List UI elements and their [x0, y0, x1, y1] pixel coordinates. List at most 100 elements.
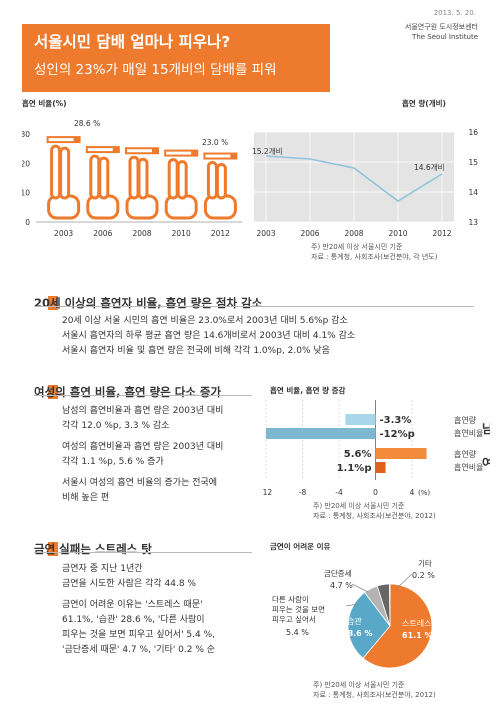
title-banner: 서울시민 담배 얼마나 피우나? 성인의 23%가 매일 15개비의 담배를 피…: [22, 24, 330, 92]
cat-female-amount: 흡연량: [454, 449, 477, 459]
chart3-x-tick: -12: [262, 488, 272, 497]
chart2-label-first: 15.2개비: [252, 146, 283, 156]
leader-line-withdraw: [351, 583, 369, 593]
pie-label-habit: 습관: [347, 616, 362, 626]
chart2-x-label: 2010: [388, 229, 407, 238]
chart1-y-tick: 0: [25, 218, 30, 227]
chart1-bar: [203, 152, 238, 220]
section1-line: 20세 이상 서울 시민의 흡연 비율은 23.0%로서 2003년 대비 5.…: [62, 316, 348, 326]
change-chart: -3.3% -12%p 5.6% 1.1%p -12 -8 -4 0 4 흡연량 흡연비율 흡…: [262, 400, 490, 497]
chart3-x-tick: 4: [410, 488, 415, 497]
chart1-label-last: 23.0 %: [202, 138, 228, 147]
note-source: 자료 : 통계청, 사회조사(보건분야, 2012): [313, 691, 436, 699]
chart3-bar: [345, 414, 376, 425]
chart2-x-label: 2008: [344, 229, 363, 238]
note-criteria: 주) 만20세 이상 서울시민 기준: [313, 681, 405, 689]
group-male: 남: [482, 421, 490, 436]
chart2-label-last: 14.6개비: [414, 162, 445, 172]
chart1-y-tick: 20: [22, 159, 30, 168]
chart4-slice: [389, 583, 391, 627]
pie-label-others-1: 다른 사람이: [272, 594, 309, 604]
chart1-x-label: 2003: [54, 229, 73, 238]
section2-body: 남성의 흡연비율과 흡연 량은 2003년 대비 각각 12.0 %p, 3.3…: [62, 404, 223, 506]
chart1-title: 흡연 비율(%): [22, 99, 67, 108]
note-source: 자료 : 통계청, 사회조사(보건분야, 각 년도): [311, 253, 438, 261]
section3-line: 금연이 어려운 이유는 '스트레스 때문': [62, 600, 203, 610]
chart1-bar: [164, 149, 199, 220]
section2-line: 각각 12.0 %p, 3.3 % 감소: [62, 421, 170, 431]
institute-logo: 서울연구원 도시정보센터 The Seoul Institute: [405, 22, 478, 42]
section3-line: 61.1%, '습관' 28.6 %, '다른 사람이: [62, 615, 205, 625]
chart3-value-label: -12%p: [380, 429, 415, 440]
section2-line: 남성의 흡연비율과 흡연 량은 2003년 대비: [62, 406, 224, 416]
chart4-title: 금연이 어려운 이유: [270, 542, 331, 551]
pie-label-others-3: 피우고 싶어서: [272, 614, 316, 624]
chart2-line: [265, 155, 443, 202]
section3-line: 금연을 시도한 사람은 각각 44.8 %: [62, 579, 196, 589]
section3-divider: [34, 552, 252, 553]
chart3-value-label: -3.3%: [380, 415, 412, 426]
chart3-bars: -3.3% -12%p 5.6% 1.1%p: [266, 414, 427, 474]
section3-marker: [48, 542, 58, 556]
smoking-rate-chart: 0 10 20 30 2003 2006 2008 2010 2012 28.6 % 23.0…: [22, 119, 242, 238]
section2-line: 각각 1.1 %p, 5.6 % 증가: [62, 457, 164, 467]
pie-value-etc: 0.2 %: [412, 571, 435, 580]
pie-label-stress: 스트레스: [402, 619, 431, 628]
section3-line: 금연자 중 지난 1년간: [62, 564, 143, 574]
pie-label-etc: 기타: [418, 559, 432, 568]
pie-value-others: 5.4 %: [286, 628, 309, 637]
section1-heading: 20세 이상의 흡연자 비율, 흡연 량은 점차 감소: [34, 296, 263, 310]
section1-body: 20세 이상 서울 시민의 흡연 비율은 23.0%로서 2003년 대비 5.…: [62, 314, 355, 359]
pie-label-others-2: 피우는 것을 보면: [272, 604, 325, 614]
chart3-value-label: 1.1%p: [337, 463, 372, 474]
section3-heading: 금연 실패는 스트레스 탓: [34, 542, 152, 556]
chart2-note: 주) 만20세 이상 서울시민 기준 자료 : 통계청, 사회조사(보건분야, …: [311, 242, 437, 262]
section3-line: 피우는 것을 보면 피우고 싶어서' 5.4 %,: [62, 630, 216, 640]
page-title: 서울시민 담배 얼마나 피우나?: [34, 33, 231, 51]
pie-value-withdraw: 4.7 %: [330, 581, 353, 590]
chart1-bar: [46, 136, 81, 220]
section3-body: 금연자 중 지난 1년간 금연을 시도한 사람은 각각 44.8 % 금연이 어…: [62, 562, 215, 658]
pie-label-withdraw: 금단증세: [324, 568, 352, 578]
section2-line: 여성의 흡연비율과 흡연 량은 2003년 대비: [62, 442, 224, 452]
pie-value-habit: 28.6 %: [342, 629, 373, 638]
section2-heading: 여성의 흡연 비율, 흡연 량은 다소 증가: [34, 385, 222, 399]
chart2-y-tick: 13: [468, 218, 478, 227]
chart2-series-line: [265, 155, 443, 202]
publish-date: 2013. 5. 20.: [433, 9, 476, 17]
cat-female-rate: 흡연비율: [454, 462, 483, 472]
chart1-x-label: 2008: [132, 229, 151, 238]
section2-marker: [48, 385, 58, 399]
pie-value-stress: 61.1 %: [402, 631, 433, 640]
chart1-y-axis: 0 10 20 30: [22, 130, 242, 227]
chart1-x-label: 2010: [172, 229, 191, 238]
chart1-x-labels: 2003 2006 2008 2010 2012: [54, 229, 230, 238]
chart1-y-tick: 10: [22, 189, 30, 198]
chart1-y-tick: 30: [22, 130, 30, 139]
cat-male-rate: 흡연비율: [454, 428, 483, 438]
chart3-bar: [375, 462, 386, 473]
chart4-slice: [362, 583, 433, 669]
chart2-x-label: 2003: [256, 229, 275, 238]
section2-divider: [34, 395, 252, 396]
chart3-title: 흡연 비율, 흡연 량 증감: [270, 386, 346, 395]
leader-line-etc: [396, 573, 413, 589]
chart4-slice: [347, 591, 391, 659]
chart3-x-tick: -4: [335, 488, 343, 497]
chart3-note: 주) 만20세 이상 서울시민 기준 자료 : 통계청, 사회조사(보건분야, …: [313, 501, 436, 521]
institute-name-kr: 서울연구원 도시정보센터: [404, 23, 478, 31]
chart1-bar: [85, 146, 120, 220]
chart2-title: 흡연 량(개비): [402, 99, 446, 108]
chart3-unit: (%): [418, 489, 430, 497]
group-female: 여: [482, 455, 490, 470]
chart2-y-tick: 15: [468, 158, 478, 167]
cat-male-amount: 흡연량: [454, 415, 477, 425]
chart1-label-first: 28.6 %: [74, 119, 100, 128]
section2-line: 비해 높은 편: [62, 493, 110, 503]
chart3-x-labels: -12 -8 -4 0 4: [262, 488, 415, 497]
chart1-x-label: 2006: [93, 229, 112, 238]
chart3-bar: [375, 448, 427, 459]
chart3-bar: [266, 428, 376, 439]
chart2-x-label: 2012: [432, 229, 451, 238]
chart1-x-label: 2012: [211, 229, 230, 238]
